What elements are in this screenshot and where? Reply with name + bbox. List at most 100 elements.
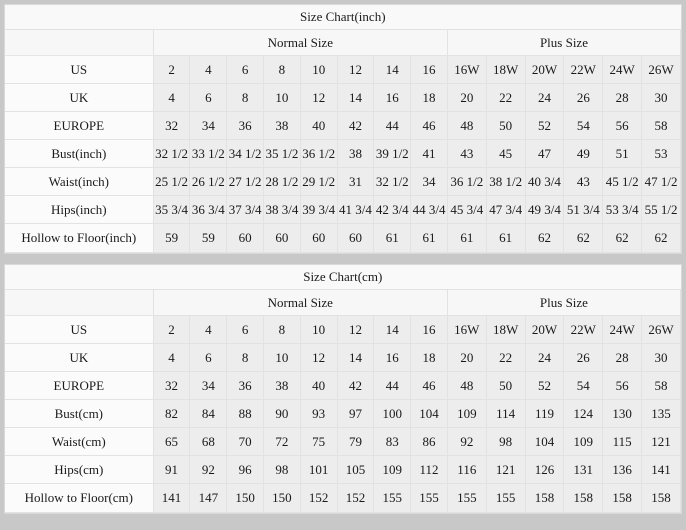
table-cell: 18 (410, 83, 448, 112)
table-cell: 62 (524, 223, 565, 253)
table-cell: 109 (563, 427, 604, 456)
size-chart-cm-block: Size Chart(cm) Normal Size Plus Size US 2 4 6 8… (4, 264, 682, 514)
group-header-normal-size: Normal Size (152, 29, 448, 56)
table-cell: 22W (563, 315, 604, 344)
table-cell: 59 (152, 223, 191, 253)
table-cell: 6 (189, 83, 228, 112)
table-cell: 36 1/2 (299, 139, 338, 168)
size-chart-table: Size Chart(inch) Normal Size Plus Size US 2 4… (5, 5, 682, 253)
row-label: Waist(inch) (5, 167, 154, 196)
table-cell: 16W (446, 315, 487, 344)
table-cell: 34 (189, 371, 228, 400)
table-cell: 61 (446, 223, 487, 253)
table-cell: 12 (299, 83, 338, 112)
table-cell: 31 (336, 167, 375, 196)
table-cell: 52 (524, 371, 565, 400)
table-cell: 20W (524, 315, 565, 344)
table-cell: 60 (263, 223, 301, 253)
table-cell: 26 (563, 83, 604, 112)
row-label: Waist(cm) (5, 427, 154, 456)
table-cell: 32 (152, 111, 191, 140)
table-cell: 155 (446, 483, 487, 513)
table-cell: 121 (485, 455, 526, 484)
table-cell: 53 (641, 139, 681, 168)
table-cell: 29 1/2 (299, 167, 338, 196)
group-header-row: Normal Size Plus Size (5, 29, 682, 56)
group-header-normal-size: Normal Size (152, 289, 448, 316)
table-cell: 96 (226, 455, 264, 484)
table-cell: 65 (152, 427, 191, 456)
group-header-plus-size: Plus Size (446, 29, 682, 56)
table-cell: 22 (485, 83, 526, 112)
table-cell: 119 (524, 399, 565, 428)
table-cell: 79 (336, 427, 375, 456)
table-cell: 68 (189, 427, 228, 456)
table-cell: 44 (373, 111, 412, 140)
table-cell: 8 (263, 55, 301, 84)
table-cell: 38 1/2 (485, 167, 526, 196)
table-cell: 83 (373, 427, 412, 456)
table-cell: 27 1/2 (226, 167, 265, 196)
table-cell: 10 (299, 315, 338, 344)
table-cell: 92 (446, 427, 487, 456)
table-row: EUROPE 32 34 36 38 40 42 44 46 48 50 52 54 56 58 (5, 371, 681, 400)
table-cell: 45 1/2 (602, 167, 643, 196)
table-cell: 32 (152, 371, 191, 400)
table-cell: 4 (152, 83, 191, 112)
row-label: Hollow to Floor(inch) (5, 223, 154, 253)
table-cell: 34 1/2 (226, 139, 265, 168)
table-cell: 58 (641, 371, 681, 400)
row-label: EUROPE (5, 371, 154, 400)
table-cell: 58 (641, 111, 681, 140)
table-cell: 24 (524, 343, 565, 372)
group-header-plus-size: Plus Size (446, 289, 682, 316)
table-cell: 152 (299, 483, 338, 513)
table-cell: 37 3/4 (226, 195, 265, 224)
table-cell: 61 (485, 223, 526, 253)
table-cell: 36 (226, 371, 264, 400)
table-cell: 16 (373, 83, 412, 112)
table-cell: 18W (485, 315, 526, 344)
table-cell: 32 1/2 (373, 167, 412, 196)
table-cell: 152 (336, 483, 375, 513)
table-cell: 114 (485, 399, 526, 428)
table-cell: 43 (446, 139, 487, 168)
table-cell: 24W (602, 55, 643, 84)
table-cell: 84 (189, 399, 228, 428)
table-cell: 22 (485, 343, 526, 372)
table-cell: 70 (226, 427, 264, 456)
table-cell: 4 (189, 315, 228, 344)
table-row: Hollow to Floor(inch) 59 59 60 60 60 60 61 61 61 6… (5, 223, 681, 253)
table-cell: 105 (336, 455, 375, 484)
table-cell: 155 (485, 483, 526, 513)
table-cell: 72 (263, 427, 301, 456)
table-cell: 20 (446, 83, 487, 112)
table-cell: 30 (641, 83, 681, 112)
table-cell: 16 (410, 315, 448, 344)
group-header-blank (5, 289, 154, 316)
table-cell: 158 (563, 483, 604, 513)
table-cell: 135 (641, 399, 681, 428)
table-cell: 38 (263, 371, 301, 400)
table-cell: 40 (299, 371, 338, 400)
table-cell: 62 (641, 223, 681, 253)
table-cell: 26 (563, 343, 604, 372)
table-cell: 141 (641, 455, 681, 484)
table-row: US 2 4 6 8 10 12 14 16 16W 18W 20W 22W 24W 26W (5, 315, 681, 344)
table-cell: 54 (563, 111, 604, 140)
table-row: EUROPE 32 34 36 38 40 42 44 46 48 50 52 54 56 58 (5, 111, 681, 140)
table-cell: 6 (226, 315, 264, 344)
table-cell: 12 (299, 343, 338, 372)
table-cell: 56 (602, 371, 643, 400)
table-cell: 136 (602, 455, 643, 484)
table-row: UK 4 6 8 10 12 14 16 18 20 22 24 26 28 30 (5, 343, 681, 372)
table-cell: 53 3/4 (602, 195, 643, 224)
table-cell: 60 (336, 223, 375, 253)
table-cell: 46 (410, 371, 448, 400)
table-cell: 22W (563, 55, 604, 84)
group-header-row: Normal Size Plus Size (5, 289, 682, 316)
table-cell: 30 (641, 343, 681, 372)
table-cell: 8 (226, 343, 264, 372)
table-cell: 61 (410, 223, 448, 253)
